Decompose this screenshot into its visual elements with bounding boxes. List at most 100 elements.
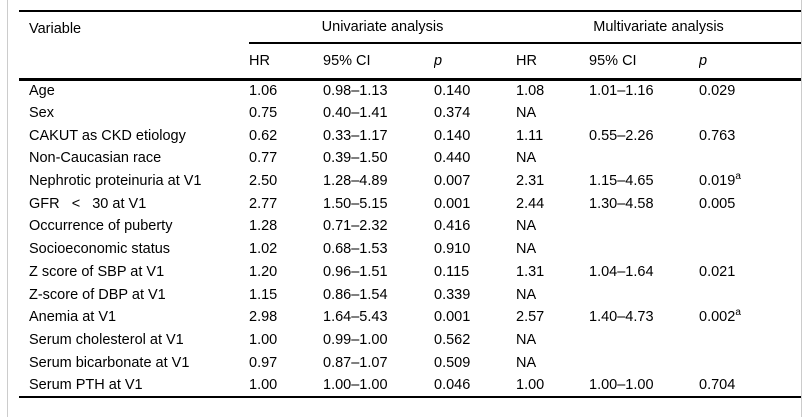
- univariate-p-cell-text: 0.910: [434, 241, 471, 258]
- variable-cell-text: Socioeconomic status: [29, 241, 171, 258]
- variable-cell: Nephrotic proteinuria at V1: [19, 170, 249, 193]
- variable-cell: GFR < 30 at V1: [19, 192, 249, 215]
- univariate-p-cell-text: 0.416: [434, 218, 471, 235]
- univariate-p-cell-text: 0.562: [434, 331, 471, 348]
- variable-cell: Serum bicarbonate at V1: [19, 351, 249, 374]
- multivariate-ci-cell: 1.15–4.65: [589, 170, 699, 193]
- table-row: Sex 0.75 0.40–1.41 0.374 NA: [19, 102, 801, 125]
- univariate-p-cell: 0.115: [434, 261, 516, 284]
- multivariate-hr-cell-text: 1.00: [516, 376, 545, 393]
- multivariate-ci-cell: 1.01–1.16: [589, 79, 699, 102]
- univariate-ci-cell: 0.33–1.17: [323, 124, 434, 147]
- multivariate-ci-cell: [589, 215, 699, 238]
- multivariate-hr-cell: 2.57: [516, 306, 589, 329]
- univariate-hr-cell: 0.62: [249, 124, 323, 147]
- univariate-hr-cell: 0.75: [249, 102, 323, 125]
- univariate-hr-cell: 1.02: [249, 238, 323, 261]
- multivariate-p-cell: [699, 329, 801, 352]
- univariate-hr-cell-text: 1.28: [249, 218, 278, 235]
- univariate-hr-cell-text: 1.00: [249, 331, 278, 348]
- univariate-p-cell-text: 0.115: [434, 263, 470, 280]
- multivariate-hr-cell: 1.11: [516, 124, 589, 147]
- univariate-hr-cell: 1.28: [249, 215, 323, 238]
- column-header-multivariate-p: p: [699, 43, 802, 81]
- univariate-ci-cell: 0.96–1.51: [323, 261, 434, 284]
- multivariate-hr-cell-text: 2.44: [516, 195, 545, 212]
- multivariate-ci-cell-text: 0.55–2.26: [589, 127, 654, 144]
- multivariate-ci-cell: [589, 147, 699, 170]
- univariate-ci-cell-text: 1.28–4.89: [323, 173, 388, 190]
- variable-cell-text: CAKUT as CKD etiology: [29, 127, 186, 144]
- univariate-hr-cell: 0.77: [249, 147, 323, 170]
- univariate-hr-cell-text: 1.00: [249, 376, 278, 393]
- multivariate-p-cell-text: 0.019: [699, 173, 736, 190]
- multivariate-hr-cell-text: NA: [516, 241, 537, 258]
- table-row: Z score of SBP at V1 1.20 0.96–1.51 0.115 1.…: [19, 261, 801, 284]
- multivariate-ci-cell-text: 1.01–1.16: [589, 83, 654, 100]
- multivariate-hr-cell-text: NA: [516, 218, 537, 235]
- univariate-ci-cell-text: 0.39–1.50: [323, 150, 388, 167]
- multivariate-p-cell-text: 0.704: [699, 376, 736, 393]
- multivariate-p-cell: [699, 147, 801, 170]
- variable-cell-text: Serum PTH at V1: [29, 376, 143, 393]
- variable-cell: Sex: [19, 102, 249, 125]
- univariate-p-cell-text: 0.001: [434, 195, 471, 212]
- multivariate-ci-cell: [589, 238, 699, 261]
- multivariate-p-cell-text: 0.021: [699, 263, 736, 280]
- footnote-marker: a: [735, 307, 741, 319]
- multivariate-ci-cell-text: 1.04–1.64: [589, 263, 654, 280]
- univariate-p-cell: 0.140: [434, 79, 516, 102]
- multivariate-hr-cell: 1.00: [516, 374, 589, 397]
- univariate-hr-cell-text: 1.15: [249, 286, 278, 303]
- table-row: Serum PTH at V1 1.00 1.00–1.00 0.046 1.00 1.0…: [19, 374, 801, 397]
- univariate-ci-cell: 0.86–1.54: [323, 283, 434, 306]
- multivariate-p-cell: 0.029: [699, 79, 801, 102]
- multivariate-p-cell: [699, 238, 801, 261]
- multivariate-hr-cell: NA: [516, 147, 589, 170]
- univariate-ci-cell: 0.39–1.50: [323, 147, 434, 170]
- multivariate-hr-cell: NA: [516, 102, 589, 125]
- multivariate-p-cell: 0.002a: [699, 306, 801, 329]
- multivariate-ci-cell: [589, 283, 699, 306]
- multivariate-p-cell-text: 0.029: [699, 83, 736, 100]
- multivariate-p-cell: 0.019a: [699, 170, 801, 193]
- univariate-hr-cell-text: 1.02: [249, 241, 278, 258]
- univariate-p-cell: 0.001: [434, 192, 516, 215]
- table-row: CAKUT as CKD etiology 0.62 0.33–1.17 0.140 1…: [19, 124, 801, 147]
- multivariate-hr-cell: NA: [516, 329, 589, 352]
- multivariate-ci-cell: 1.00–1.00: [589, 374, 699, 397]
- variable-cell-text: Z score of SBP at V1: [29, 263, 165, 280]
- group-header-row: Variable Univariate analysis Multivariat…: [19, 11, 802, 81]
- multivariate-hr-cell-text: 1.08: [516, 83, 545, 100]
- variable-cell-text: Z-score of DBP at V1: [29, 286, 166, 303]
- univariate-hr-cell: 1.20: [249, 261, 323, 284]
- multivariate-hr-cell: 2.44: [516, 192, 589, 215]
- univariate-p-cell: 0.140: [434, 124, 516, 147]
- multivariate-hr-cell-text: NA: [516, 331, 537, 348]
- univariate-ci-cell-text: 0.71–2.32: [323, 218, 388, 235]
- univariate-p-cell-text: 0.007: [434, 173, 471, 190]
- variable-cell: Socioeconomic status: [19, 238, 249, 261]
- variable-cell: Z score of SBP at V1: [19, 261, 249, 284]
- univariate-ci-cell: 0.68–1.53: [323, 238, 434, 261]
- univariate-hr-cell-text: 2.50: [249, 173, 278, 190]
- univariate-p-cell: 0.374: [434, 102, 516, 125]
- multivariate-hr-cell: 2.31: [516, 170, 589, 193]
- univariate-p-cell-text: 0.001: [434, 309, 471, 326]
- multivariate-ci-cell-text: 1.30–4.58: [589, 195, 654, 212]
- column-group-multivariate: Multivariate analysis: [516, 11, 802, 44]
- multivariate-hr-cell-text: NA: [516, 286, 537, 303]
- univariate-hr-cell-text: 2.77: [249, 195, 278, 212]
- variable-cell-text: Anemia at V1: [29, 309, 117, 326]
- table-frame: Variable Univariate analysis Multivariat…: [7, 0, 802, 417]
- univariate-ci-cell-text: 0.98–1.13: [323, 83, 388, 100]
- univariate-p-cell: 0.339: [434, 283, 516, 306]
- univariate-hr-cell: 2.50: [249, 170, 323, 193]
- univariate-hr-cell-text: 0.75: [249, 105, 278, 122]
- univariate-hr-cell-text: 0.97: [249, 354, 278, 371]
- univariate-ci-cell: 0.98–1.13: [323, 79, 434, 102]
- variable-cell: CAKUT as CKD etiology: [19, 124, 249, 147]
- univariate-p-cell-text: 0.140: [434, 127, 471, 144]
- multivariate-hr-cell-text: 1.31: [516, 263, 545, 280]
- column-header-variable: Variable: [19, 11, 249, 81]
